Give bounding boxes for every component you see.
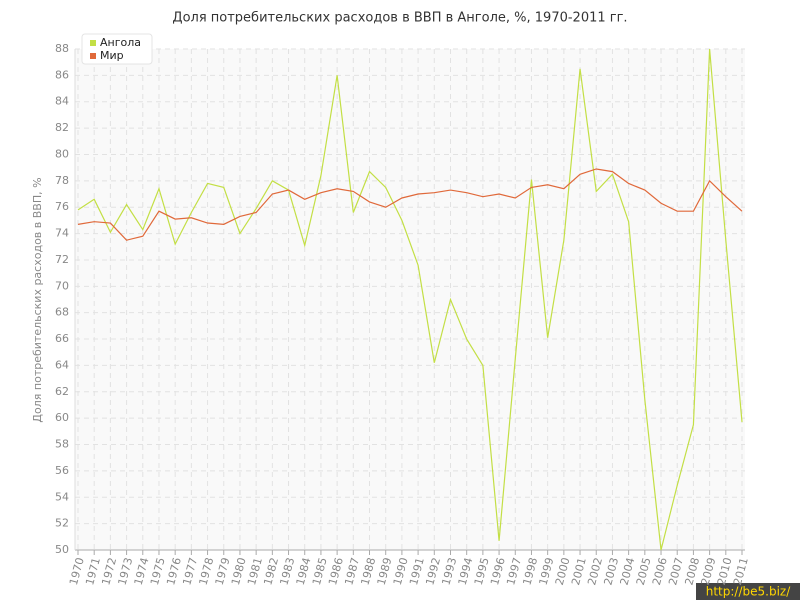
y-tick-label: 86 xyxy=(55,68,69,81)
y-tick-label: 64 xyxy=(55,358,69,371)
y-tick-label: 84 xyxy=(55,95,69,108)
series-line xyxy=(77,168,743,241)
y-tick-label: 88 xyxy=(55,42,69,55)
legend-box xyxy=(81,33,153,65)
y-tick-label: 58 xyxy=(55,438,69,451)
y-tick-label: 82 xyxy=(55,121,69,134)
y-tick-label: 68 xyxy=(55,306,69,319)
y-axis-label: Доля потребительских расходов в ВВП, % xyxy=(31,177,44,422)
watermark-bg xyxy=(696,583,800,600)
y-tick-label: 66 xyxy=(55,332,69,345)
y-tick-label: 52 xyxy=(55,517,69,530)
watermark: http://be5.biz/ xyxy=(706,585,791,599)
legend-swatch xyxy=(90,40,96,46)
y-tick-label: 56 xyxy=(55,464,69,477)
legend-swatch xyxy=(90,53,96,59)
plot-area xyxy=(75,49,745,550)
y-tick-label: 60 xyxy=(55,411,69,424)
legend-label: Мир xyxy=(100,49,124,62)
y-tick-label: 70 xyxy=(55,279,69,292)
legend-label: Ангола xyxy=(100,36,141,49)
y-tick-label: 76 xyxy=(55,200,69,213)
y-tick-label: 72 xyxy=(55,253,69,266)
chart-title: Доля потребительских расходов в ВВП в Ан… xyxy=(172,11,627,26)
y-tick-label: 50 xyxy=(55,543,69,556)
y-tick-label: 54 xyxy=(55,490,69,503)
y-tick-label: 78 xyxy=(55,174,69,187)
y-tick-label: 74 xyxy=(55,227,69,240)
y-tick-label: 62 xyxy=(55,385,69,398)
y-tick-label: 80 xyxy=(55,147,69,160)
